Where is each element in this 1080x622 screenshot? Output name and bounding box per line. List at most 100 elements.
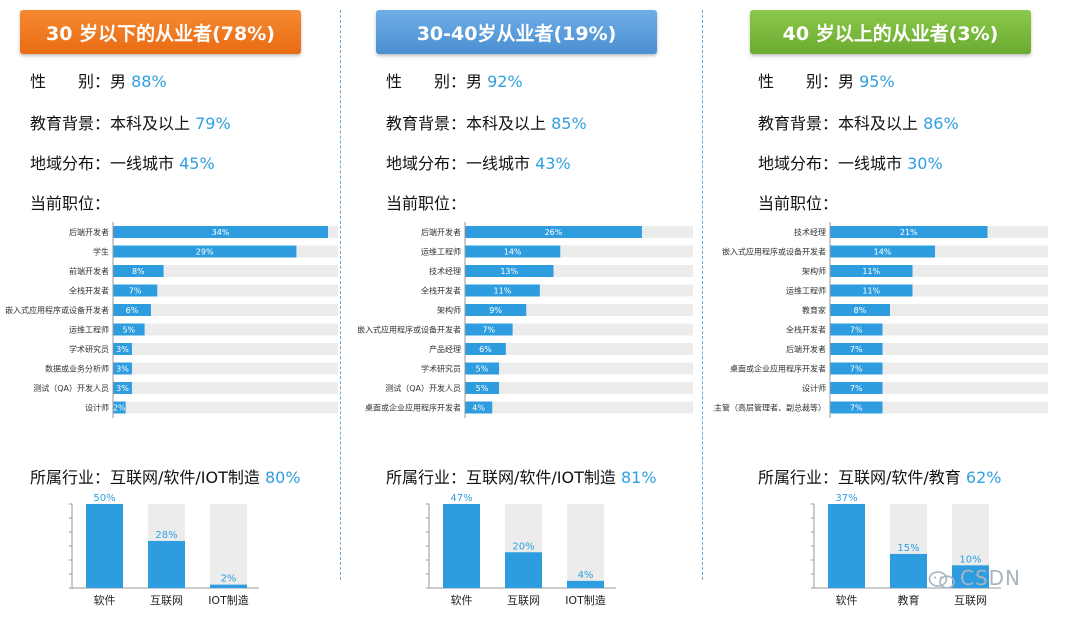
bar: [830, 323, 883, 336]
bar-value-label: 13%: [500, 267, 518, 276]
category-label: 运维工程师: [421, 247, 461, 257]
position-title: 当前职位：: [758, 194, 839, 213]
bar: [86, 504, 123, 588]
category-label: 互联网: [507, 594, 540, 607]
category-label: 运维工程师: [69, 325, 109, 335]
bar-track: [567, 504, 604, 588]
bar-value-label: 7%: [482, 326, 495, 335]
stat-value: 互联网/软件/教育: [838, 468, 961, 487]
stat-label: 地域分布：: [386, 154, 467, 173]
bar-value-label: 15%: [897, 543, 919, 554]
bar: [465, 343, 506, 355]
bar: [465, 265, 554, 277]
category-label: 软件: [451, 593, 473, 607]
bar-value-label: 34%: [212, 228, 230, 237]
category-label: 嵌入式应用程序或设备开发者: [358, 325, 461, 335]
bar: [465, 323, 513, 336]
category-label: 测试（QA）开发人员: [33, 383, 109, 393]
category-label: 全栈开发者: [786, 325, 826, 335]
category-label: 桌面或企业应用程序开发者: [730, 364, 826, 374]
gender-stat: 性 别：男 88%: [30, 68, 167, 92]
stat-label: 地域分布：: [758, 154, 839, 173]
bar-value-label: 7%: [129, 287, 142, 296]
bar-track: [465, 362, 693, 375]
education-stat: 教育背景：本科及以上 86%: [758, 110, 959, 134]
stat-value: 一线城市: [466, 154, 531, 173]
stat-value: 互联网/软件/IOT制造: [466, 468, 616, 487]
stat-label: 教育背景：: [758, 114, 839, 133]
stat-label: 所属行业：: [386, 468, 467, 487]
bar-track: [113, 284, 338, 297]
bar: [113, 265, 164, 277]
category-label: 后端开发者: [421, 227, 461, 237]
bar: [465, 226, 642, 238]
stat-percent: 85%: [551, 114, 587, 133]
bar: [830, 265, 913, 277]
bar-value-label: 4%: [472, 404, 485, 413]
category-label: 设计师: [85, 403, 109, 413]
bar-track: [113, 401, 338, 414]
stat-label: 性 别：: [386, 72, 467, 91]
stat-value: 男: [466, 72, 483, 91]
bar: [830, 226, 988, 238]
stat-percent: 62%: [965, 468, 1002, 487]
bar-value-label: 3%: [116, 365, 129, 374]
stat-value: 男: [110, 72, 127, 91]
bar-value-label: 7%: [850, 365, 863, 374]
stat-percent: 80%: [264, 468, 301, 487]
stat-value: 本科及以上: [110, 114, 191, 133]
bar: [567, 580, 604, 588]
bar: [113, 343, 132, 355]
wechat-icon: [928, 570, 955, 589]
category-label: IOT制造: [208, 593, 249, 607]
stat-value: 本科及以上: [466, 114, 547, 133]
education-stat: 教育背景：本科及以上 85%: [386, 110, 587, 134]
bar-track: [113, 382, 338, 394]
bar: [830, 382, 883, 394]
bar-value-label: 7%: [850, 384, 863, 393]
category-label: 后端开发者: [786, 344, 826, 354]
stat-percent: 88%: [131, 72, 167, 91]
bar-value-label: 5%: [476, 365, 489, 374]
industry-stat: 所属行业：互联网/软件/IOT制造 80%: [30, 464, 301, 488]
bar: [465, 284, 540, 297]
bar-value-label: 3%: [116, 345, 129, 354]
bar-value-label: 26%: [545, 228, 563, 237]
category-label: 运维工程师: [786, 286, 826, 296]
education-stat: 教育背景：本科及以上 79%: [30, 110, 231, 134]
bar: [465, 401, 493, 414]
category-label: 软件: [836, 593, 858, 607]
stat-label: 地域分布：: [30, 154, 111, 173]
stat-value: 本科及以上: [838, 114, 919, 133]
stat-value: 男: [838, 72, 855, 91]
stat-percent: 45%: [179, 154, 215, 173]
stat-label: 性 别：: [30, 72, 111, 91]
category-label: 学术研究员: [421, 364, 461, 374]
category-label: 架构师: [437, 305, 461, 315]
bar-track: [465, 382, 693, 394]
bar-value-label: 6%: [126, 306, 139, 315]
bar: [148, 540, 185, 588]
category-label: 教育家: [802, 305, 826, 315]
group-header: 30 岁以下的从业者(78%): [20, 10, 301, 54]
bar-track: [830, 382, 1048, 394]
category-label: 高级主管（高层管理者、副总裁等）: [713, 403, 826, 413]
industry-stat: 所属行业：互联网/软件/IOT制造 81%: [386, 464, 657, 488]
bar: [830, 343, 883, 355]
bar: [890, 553, 927, 588]
bar-value-label: 10%: [959, 554, 981, 565]
bar-track: [465, 401, 693, 414]
position-title: 当前职位：: [386, 194, 467, 213]
bar: [113, 382, 132, 394]
position-bar-chart: 26% 后端开发者 14% 运维工程师 13% 技术经理 11% 全栈开发者 9% 架构师 7% 嵌入…: [358, 222, 693, 418]
stat-label: 教育背景：: [386, 114, 467, 133]
stat-percent: 43%: [535, 154, 571, 173]
bar-track: [113, 362, 338, 375]
bar: [113, 284, 158, 297]
bar-value-label: 9%: [489, 306, 502, 315]
category-label: 测试（QA）开发人员: [385, 383, 461, 393]
group-header: 40 岁以上的从业者(3%): [750, 10, 1031, 54]
position-bar-chart: 34% 后端开发者 29% 学生 8% 前端开发者 7% 全栈开发者 6% 嵌入式应用程序或设备开…: [5, 222, 338, 418]
bar-track: [465, 343, 693, 355]
bar: [465, 362, 500, 375]
